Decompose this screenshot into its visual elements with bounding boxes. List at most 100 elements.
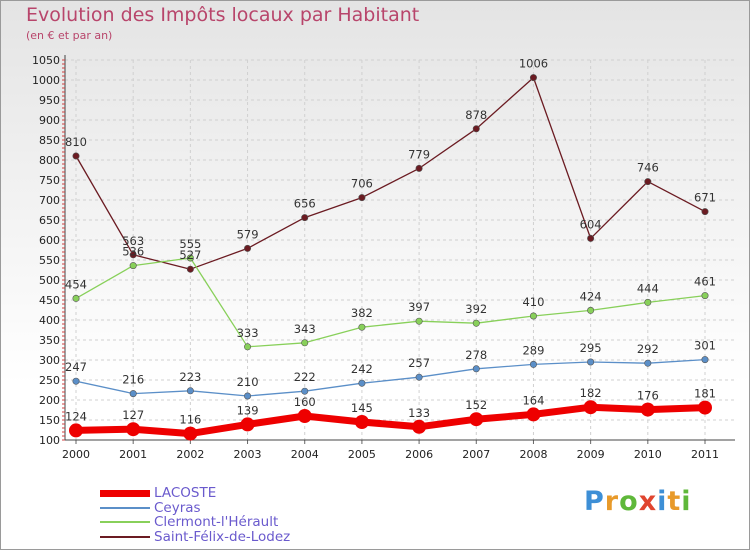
x-tick-label: 2000 [62, 448, 90, 461]
series-0-data-label: 160 [294, 395, 316, 409]
y-tick-label: 800 [39, 154, 60, 167]
series-2-data-label: 392 [465, 302, 487, 316]
series-3-point [472, 125, 480, 133]
series-1-data-label: 278 [465, 348, 487, 362]
series-1-point [472, 365, 480, 373]
series-0-point [354, 415, 369, 429]
legend-label: Clermont-l'Hérault [154, 514, 279, 531]
y-tick-label: 150 [39, 414, 60, 427]
series-0-data-label: 182 [580, 386, 602, 400]
y-tick-label: 850 [39, 134, 60, 147]
y-tick-label: 200 [39, 394, 60, 407]
series-0-line [75, 403, 706, 438]
series-2-point [529, 312, 537, 320]
series-1-point [129, 390, 137, 398]
series-0-point [183, 426, 198, 441]
x-tick-label: 2004 [291, 448, 319, 461]
series-3-data-label: 563 [122, 234, 144, 248]
series-0-point [126, 422, 141, 437]
series-1-point [701, 356, 709, 364]
series-1-data-label: 301 [694, 339, 716, 353]
series-0-data-label: 164 [522, 393, 544, 407]
series-3-point [244, 244, 252, 252]
series-0-point [526, 407, 541, 422]
series-1-data-label: 223 [179, 370, 201, 384]
series-3-data-label: 878 [465, 108, 487, 122]
series-0-data-label: 176 [637, 389, 659, 403]
legend-swatch [100, 535, 150, 538]
series-0-point [412, 419, 427, 434]
y-tick-label: 1000 [32, 74, 60, 87]
y-tick-label: 300 [39, 354, 60, 367]
y-tick-label: 500 [39, 274, 60, 287]
series-1-point [72, 377, 80, 385]
series-1-data-label: 242 [351, 362, 373, 376]
series-0-data-label: 124 [65, 409, 87, 423]
series-1-line [75, 358, 706, 397]
series-0-data-label: 145 [351, 401, 373, 415]
series-0-data-label: 139 [237, 403, 259, 417]
series-2-point [301, 339, 309, 347]
x-tick-label: 2008 [519, 448, 547, 461]
series-2-point [244, 343, 252, 351]
x-tick-label: 2002 [176, 448, 204, 461]
series-1-point [244, 392, 252, 400]
series-1-point [358, 379, 366, 387]
series-3-point [415, 164, 423, 172]
y-tick-label: 100 [39, 434, 60, 447]
series-2-point [587, 306, 595, 314]
data-labels: 810 563 527 579 656 706 779 878 1006 604 746 671 454… [65, 57, 716, 427]
legend-label: Saint-Félix-de-Lodez [154, 528, 291, 545]
series-group [69, 74, 712, 441]
series-0-point [698, 400, 712, 415]
chart-subtitle: (en € et par an) [26, 29, 113, 42]
axes: 100 150 200 250 300 350 400 450 500 550 600 650 700 7… [32, 54, 735, 461]
series-3-data-label: 810 [65, 135, 87, 149]
y-tick-label: 600 [39, 234, 60, 247]
x-tick-label: 2010 [634, 448, 662, 461]
series-2-data-label: 424 [580, 289, 602, 303]
series-3-data-label: 604 [580, 217, 602, 231]
x-tick-label: 2003 [234, 448, 262, 461]
grid [65, 59, 735, 441]
series-0-point [469, 412, 484, 427]
series-1-data-label: 222 [294, 370, 316, 384]
legend-swatch [100, 521, 150, 524]
series-3-data-label: 1006 [519, 57, 548, 71]
series-2-data-label: 333 [237, 326, 259, 340]
series-3-point [529, 74, 537, 82]
series-3-point [644, 178, 652, 186]
legend-item: Ceyras [100, 501, 290, 516]
series-3-data-label: 779 [408, 147, 430, 161]
series-3-point [701, 208, 709, 216]
series-2-point [72, 294, 80, 302]
series-3-point [358, 194, 366, 202]
series-1-point [529, 360, 537, 368]
series-2-data-label: 555 [179, 237, 201, 251]
series-1-data-label: 216 [122, 373, 144, 387]
chart-title: Evolution des Impôts locaux par Habitant [26, 4, 420, 26]
series-2-point [701, 292, 709, 300]
series-1-point [186, 387, 194, 395]
legend-item: LACOSTE [100, 486, 290, 501]
series-3-point [72, 152, 80, 160]
y-tick-label: 700 [39, 194, 60, 207]
legend: LACOSTE Ceyras Clermont-l'Hérault Saint-Fél… [100, 486, 290, 544]
series-2-point [358, 323, 366, 331]
y-tick-label: 550 [39, 254, 60, 267]
series-0-data-label: 116 [179, 413, 201, 427]
series-0-point [297, 409, 312, 423]
series-2-point [472, 319, 480, 327]
series-3-data-label: 706 [351, 177, 373, 191]
x-tick-label: 2005 [348, 448, 376, 461]
series-1-point [587, 358, 595, 366]
series-3-line [75, 76, 706, 270]
series-1-point [415, 373, 423, 381]
series-3-point [301, 214, 309, 222]
proxiti-logo: Proxiti [584, 486, 692, 517]
series-2-data-label: 410 [522, 295, 544, 309]
series-2-point [644, 298, 652, 306]
series-2-data-label: 536 [122, 245, 144, 259]
